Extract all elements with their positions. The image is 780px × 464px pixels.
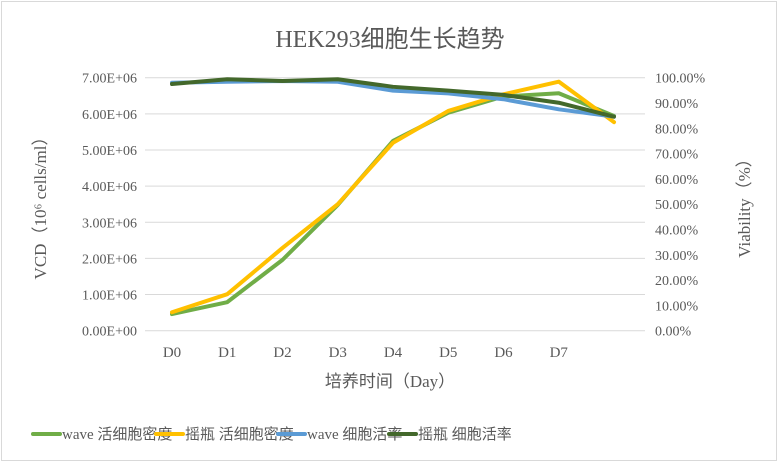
- y-tick-label: 5.00E+06: [82, 144, 137, 159]
- y2-tick-label: 0.00%: [655, 325, 692, 340]
- y2-tick-label: 80.00%: [655, 122, 699, 137]
- series-line-3: [170, 77, 616, 119]
- y2-axis-label: Viability（%）: [735, 150, 754, 258]
- legend-label: wave 细胞活率: [307, 426, 402, 443]
- x-tick-label: D0: [163, 345, 181, 361]
- x-tick-label: D5: [439, 345, 457, 361]
- y2-tick-label: 30.00%: [655, 249, 699, 264]
- y2-tick-label: 100.00%: [655, 72, 706, 87]
- y-tick-label: 1.00E+06: [82, 289, 137, 304]
- y2-tick-label: 70.00%: [655, 148, 699, 163]
- series-line-1: [170, 79, 616, 315]
- x-tick-label: D2: [273, 345, 291, 361]
- y2-tick-label: 10.00%: [655, 299, 699, 314]
- y-tick-label: 6.00E+06: [82, 108, 137, 123]
- x-tick-label: D6: [494, 345, 513, 361]
- y2-tick-label: 50.00%: [655, 198, 699, 213]
- y-tick-label: 4.00E+06: [82, 180, 137, 195]
- x-axis-label: 培养时间（Day）: [325, 372, 455, 391]
- x-tick-label: D1: [218, 345, 236, 361]
- chart-title: HEK293细胞生长趋势: [275, 26, 504, 53]
- x-tick-label: D7: [550, 345, 569, 361]
- y-tick-label: 3.00E+06: [82, 216, 137, 231]
- legend-label: wave 活细胞密度: [62, 426, 172, 443]
- y-axis-label: VCD（10⁶ cells/ml）: [31, 129, 50, 280]
- y2-tick-label: 40.00%: [655, 224, 699, 239]
- x-tick-label: D3: [329, 345, 347, 361]
- y-tick-label: 7.00E+06: [82, 72, 137, 87]
- x-tick-label: D4: [384, 345, 403, 361]
- legend-label: 摇瓶 细胞活率: [418, 426, 512, 443]
- y2-tick-label: 90.00%: [655, 97, 699, 112]
- y2-tick-label: 60.00%: [655, 173, 699, 188]
- y2-tick-label: 20.00%: [655, 274, 699, 289]
- y-tick-label: 0.00E+00: [82, 325, 137, 340]
- legend-label: 摇瓶 活细胞密度: [185, 426, 294, 443]
- y-tick-label: 2.00E+06: [82, 252, 137, 267]
- series-line-0: [170, 91, 616, 317]
